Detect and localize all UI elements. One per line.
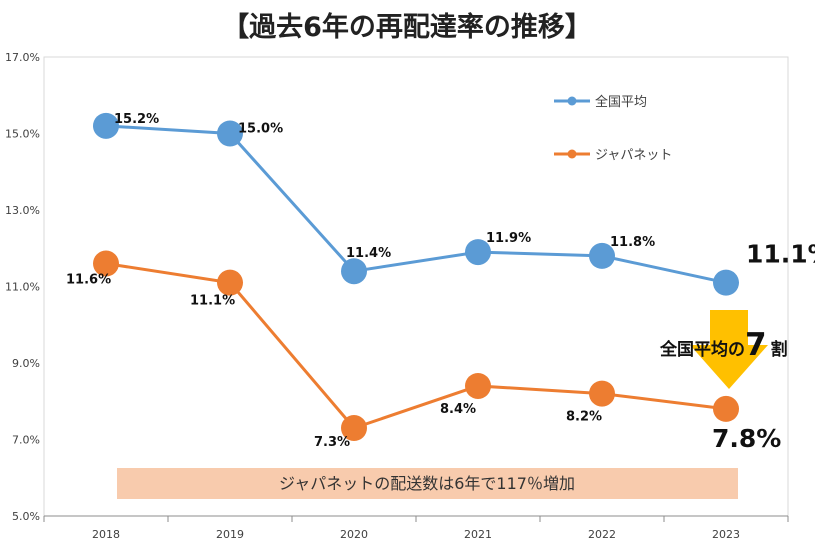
series-line	[105, 124, 727, 285]
data-point	[465, 239, 491, 266]
x-tick-label: 2022	[588, 528, 616, 541]
y-tick-label: 17.0%	[5, 51, 40, 64]
legend-label: 全国平均	[595, 94, 647, 110]
data-point	[93, 250, 119, 277]
x-tick-label: 2020	[340, 528, 368, 541]
banner-text: ジャパネットの配送数は6年で117％増加	[279, 474, 575, 493]
x-axis: 2018 2019 2020 2021 2022 2023	[43, 515, 789, 541]
data-point	[713, 395, 739, 422]
x-tick-label: 2023	[712, 528, 740, 541]
x-tick-label: 2021	[464, 528, 492, 541]
data-label: 11.6%	[66, 273, 111, 288]
legend-item: ジャパネット	[554, 148, 672, 163]
annotation-number: 7	[745, 327, 767, 363]
data-point	[341, 415, 367, 442]
data-label: 8.2%	[566, 410, 602, 425]
data-point	[589, 380, 615, 407]
data-point	[93, 112, 119, 139]
banner-box	[117, 468, 738, 499]
series-layer: 15.2% 15.0% 11.4% 11.9% 11.8% 11.1% 11.6% 11.1%…	[66, 112, 815, 453]
data-label: 7.3%	[314, 435, 350, 450]
data-point	[465, 372, 491, 399]
series-line	[105, 262, 727, 430]
legend-label: ジャパネット	[595, 148, 672, 163]
y-tick-label: 11.0%	[5, 281, 40, 294]
y-tick-label: 13.0%	[5, 204, 40, 217]
data-label: 15.2%	[114, 112, 159, 127]
y-axis: 5.0% 7.0% 9.0% 11.0% 13.0% 15.0% 17.0%	[5, 51, 40, 523]
annotation-suffix: 割	[771, 339, 788, 360]
y-tick-label: 9.0%	[12, 357, 40, 370]
annotation-prefix: 全国平均の	[659, 339, 745, 360]
legend-item: 全国平均	[554, 94, 647, 110]
data-label: 11.9%	[486, 231, 531, 246]
data-label: 11.1%	[190, 294, 235, 309]
data-point	[341, 258, 367, 285]
y-tick-label: 15.0%	[5, 128, 40, 141]
annotation-arrow	[690, 310, 768, 389]
y-tick-label: 7.0%	[12, 434, 40, 447]
down-arrow-icon	[690, 310, 768, 389]
annotation-text: 全国平均の7 割	[659, 327, 788, 363]
y-tick-label: 5.0%	[12, 510, 40, 523]
chart-title: 【過去6年の再配達率の推移】	[222, 11, 592, 43]
x-tick-label: 2019	[216, 528, 244, 541]
legend-marker	[567, 149, 577, 159]
data-label: 8.4%	[440, 402, 476, 417]
data-label: 11.8%	[610, 235, 655, 250]
series-national-average: 15.2% 15.0% 11.4% 11.9% 11.8% 11.1%	[93, 112, 815, 296]
legend-marker	[567, 96, 577, 106]
data-point	[713, 269, 739, 296]
data-point	[217, 120, 243, 147]
data-label: 7.8%	[712, 424, 781, 453]
data-label: 11.1%	[746, 240, 815, 269]
data-point	[217, 269, 243, 296]
data-label: 11.4%	[346, 246, 391, 261]
series-japanet: 11.6% 11.1% 7.3% 8.4% 8.2% 7.8%	[66, 250, 781, 453]
data-label: 15.0%	[238, 122, 283, 137]
x-tick-label: 2018	[92, 528, 120, 541]
data-point	[589, 242, 615, 269]
